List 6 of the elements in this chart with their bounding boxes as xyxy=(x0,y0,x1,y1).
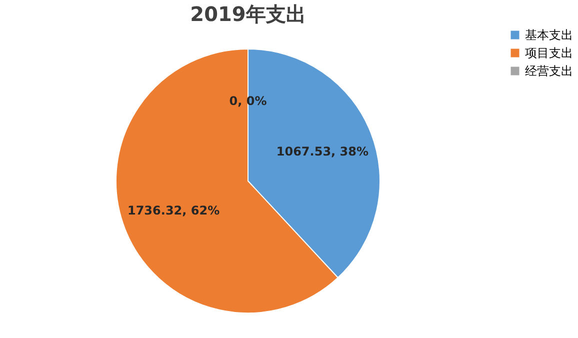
data-label: 1736.32, 62% xyxy=(127,203,220,218)
legend-label: 基本支出 xyxy=(525,28,573,42)
chart-title: 2019年支出 xyxy=(190,2,306,26)
legend-label: 项目支出 xyxy=(525,46,573,60)
data-label: 1067.53, 38% xyxy=(276,144,369,159)
legend-label: 经营支出 xyxy=(525,64,573,78)
